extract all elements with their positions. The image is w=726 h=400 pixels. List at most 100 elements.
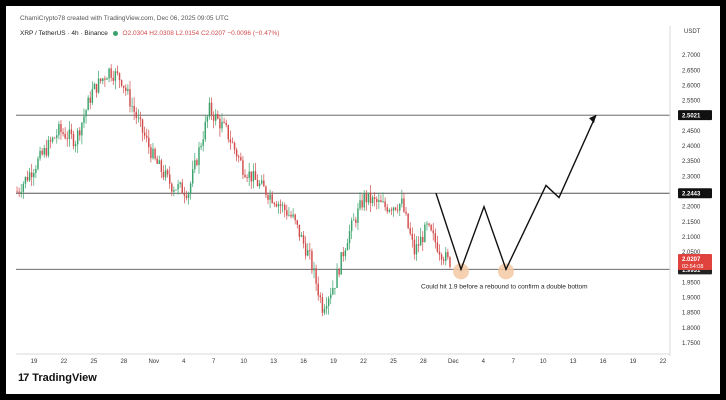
candle-body xyxy=(237,156,240,158)
candle-body xyxy=(141,119,144,133)
candle-body xyxy=(133,105,135,112)
candle-body xyxy=(99,78,102,82)
candle-body xyxy=(76,130,79,145)
candle-body xyxy=(376,199,378,203)
candle-body xyxy=(22,183,25,192)
level-price-tag xyxy=(678,110,712,121)
candle-body xyxy=(436,242,439,252)
market-status-icon xyxy=(112,30,118,36)
y-tick-label: 1.8500 xyxy=(682,311,701,317)
candle-body xyxy=(407,213,409,229)
candle-body xyxy=(214,113,217,121)
candle-body xyxy=(173,189,175,192)
candle-body xyxy=(104,78,106,80)
candle-body xyxy=(106,78,108,80)
candle-body xyxy=(399,203,401,211)
x-tick-label: 13 xyxy=(570,359,577,365)
candle-body xyxy=(60,124,62,133)
ohlc-values: O2.0304 H2.0308 L2.0154 C2.0207 −0.0096 … xyxy=(122,30,280,37)
candle-body xyxy=(313,268,315,271)
candle-body xyxy=(70,129,73,135)
x-tick-label: 13 xyxy=(270,359,277,365)
current-price-tag xyxy=(678,253,712,270)
x-tick-label: 22 xyxy=(61,359,68,365)
y-tick-label: 2.1000 xyxy=(682,235,701,241)
candle-body xyxy=(401,198,403,204)
current-price-label: 2.0207 xyxy=(682,257,701,263)
candle-body xyxy=(445,252,447,261)
candle-body xyxy=(43,148,45,155)
candle-body xyxy=(79,130,81,136)
candle-body xyxy=(16,191,18,193)
candle-body xyxy=(91,89,94,103)
candle-body xyxy=(284,204,286,211)
candle-body xyxy=(371,197,374,204)
y-tick-label: 2.5500 xyxy=(682,99,701,105)
candle-body xyxy=(419,236,422,246)
candle-body xyxy=(346,243,349,251)
y-tick-label: 1.8000 xyxy=(682,326,701,332)
level-price-label: 1.9931 xyxy=(682,268,701,274)
candle-body xyxy=(273,203,276,205)
x-tick-label: 10 xyxy=(240,359,247,365)
candle-body xyxy=(300,235,303,237)
candle-body xyxy=(20,191,22,193)
candle-body xyxy=(353,219,355,221)
candle-body xyxy=(319,295,322,298)
candle-body xyxy=(244,174,246,178)
candle-body xyxy=(267,194,269,200)
candle-body xyxy=(242,160,244,175)
candle-body xyxy=(112,77,114,81)
candle-body xyxy=(292,214,294,217)
tradingview-logo[interactable]: 17 TradingView xyxy=(18,372,97,384)
candle-body xyxy=(45,148,48,156)
candle-body xyxy=(432,230,434,234)
x-tick-label: 16 xyxy=(300,359,307,365)
x-tick-label: Nov xyxy=(148,359,159,365)
candle-body xyxy=(191,169,194,184)
candle-body xyxy=(102,78,104,82)
candle-body xyxy=(83,116,85,123)
y-tick-label: 2.0500 xyxy=(682,250,701,256)
candle-body xyxy=(125,87,127,91)
candle-body xyxy=(321,297,324,313)
candle-body xyxy=(302,235,305,244)
candle-body xyxy=(148,137,150,148)
candle-body xyxy=(359,200,361,209)
y-tick-label: 2.7000 xyxy=(682,53,701,59)
candle-body xyxy=(204,121,206,140)
candle-body xyxy=(24,177,27,184)
y-tick-label: 1.7500 xyxy=(682,341,701,347)
candle-body xyxy=(256,179,259,187)
x-tick-label: 28 xyxy=(420,359,427,365)
candle-body xyxy=(438,251,441,255)
candle-body xyxy=(162,171,165,178)
candle-body xyxy=(62,132,64,134)
candle-body xyxy=(143,132,146,136)
candle-body xyxy=(361,200,363,208)
candle-body xyxy=(286,210,288,216)
candle-body xyxy=(442,259,445,261)
candle-body xyxy=(258,183,261,187)
candle-body xyxy=(369,192,372,204)
x-tick-label: 7 xyxy=(512,359,516,365)
candle-body xyxy=(325,306,328,309)
bar-countdown-label: 02:54:08 xyxy=(682,264,703,270)
candle-body xyxy=(37,158,39,169)
candle-body xyxy=(120,80,123,86)
candle-body xyxy=(158,160,160,164)
candle-body xyxy=(137,117,140,119)
y-tick-label: 1.9500 xyxy=(682,280,701,286)
candle-body xyxy=(87,97,89,111)
candle-body xyxy=(66,138,68,140)
candle-body xyxy=(39,150,41,159)
candle-body xyxy=(405,211,407,214)
candle-body xyxy=(296,220,299,225)
candle-body xyxy=(365,193,368,203)
candle-body xyxy=(440,254,443,260)
candle-body xyxy=(304,243,307,256)
y-tick-label: 2.6000 xyxy=(682,83,701,89)
candle-body xyxy=(275,204,278,207)
candle-body xyxy=(26,177,29,181)
x-tick-label: 4 xyxy=(182,359,186,365)
